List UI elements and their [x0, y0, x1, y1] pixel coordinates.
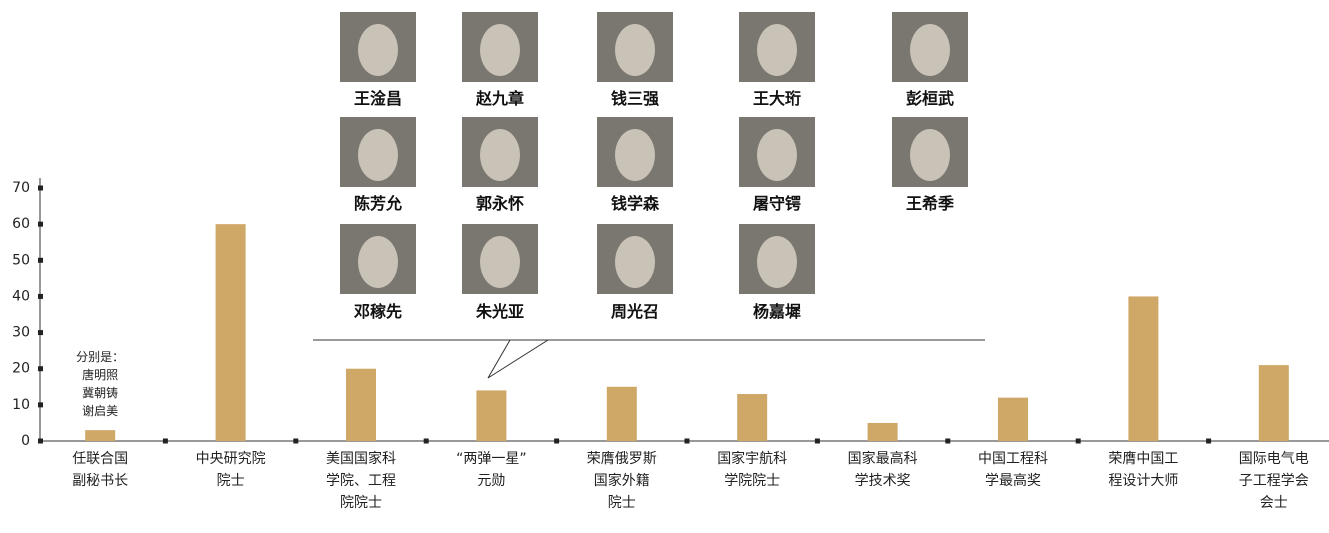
portrait-name: 陈芳允: [323, 190, 433, 214]
y-tick-label: 40: [12, 288, 30, 304]
portrait-face: [480, 24, 520, 76]
annotation: 分别是： 唐明照 冀朝铸 谢启美: [60, 348, 140, 420]
y-tick-label: 50: [12, 252, 30, 268]
bar: [216, 224, 246, 441]
y-tick-label: 0: [21, 433, 30, 449]
y-tick-mark: [38, 439, 43, 444]
x-tick-mark: [1076, 439, 1081, 444]
x-tick-label: 中国工程科 学最高奖: [953, 448, 1073, 492]
x-tick-label: “两弹一星” 元勋: [431, 448, 551, 492]
y-tick-mark: [38, 222, 43, 227]
bar: [346, 369, 376, 441]
y-tick-mark: [38, 366, 43, 371]
portrait-face: [757, 24, 797, 76]
portrait-face: [480, 129, 520, 181]
portrait-name: 郭永怀: [445, 190, 555, 214]
bar: [737, 394, 767, 441]
bar: [1259, 365, 1289, 441]
portrait-name: 王希季: [875, 190, 985, 214]
bar: [1128, 296, 1158, 441]
x-tick-mark: [945, 439, 950, 444]
bar: [85, 430, 115, 441]
y-tick-label: 20: [12, 361, 30, 377]
portrait-face: [757, 236, 797, 288]
x-tick-mark: [554, 439, 559, 444]
portrait-face: [757, 129, 797, 181]
y-tick-label: 10: [12, 397, 30, 413]
portrait-name: 王淦昌: [323, 85, 433, 109]
x-tick-label: 荣膺中国工 程设计大师: [1083, 448, 1203, 492]
portrait-face: [358, 24, 398, 76]
y-tick-label: 70: [12, 180, 30, 196]
portrait-name: 屠守锷: [722, 190, 832, 214]
x-tick-label: 国家宇航科 学院院士: [692, 448, 812, 492]
x-tick-label: 国家最高科 学技术奖: [823, 448, 943, 492]
portrait-face: [358, 236, 398, 288]
portrait-name: 赵九章: [445, 85, 555, 109]
portrait-face: [910, 24, 950, 76]
portrait-face: [358, 129, 398, 181]
bar: [476, 390, 506, 441]
callout-pointer: [313, 340, 985, 378]
x-tick-mark: [163, 439, 168, 444]
portrait-face: [910, 129, 950, 181]
portrait-face: [615, 236, 655, 288]
x-tick-label: 任联合国 副秘书长: [40, 448, 160, 492]
portrait-name: 彭桓武: [875, 85, 985, 109]
portrait-face: [480, 236, 520, 288]
portrait-name: 钱三强: [580, 85, 690, 109]
x-tick-label: 荣膺俄罗斯 国家外籍 院士: [562, 448, 682, 514]
y-tick-mark: [38, 402, 43, 407]
portrait-name: 杨嘉墀: [722, 298, 832, 322]
portrait-name: 周光召: [580, 298, 690, 322]
x-tick-mark: [1206, 439, 1211, 444]
portrait-name: 钱学森: [580, 190, 690, 214]
x-tick-mark: [293, 439, 298, 444]
portrait-name: 王大珩: [722, 85, 832, 109]
portrait-face: [615, 129, 655, 181]
chart: 0 10 20 30 40 50 60 70 任联合国 副秘书长中央研究院 院士美国国家科 学…: [0, 0, 1329, 533]
portrait-face: [615, 24, 655, 76]
y-tick-mark: [38, 258, 43, 263]
bar: [998, 398, 1028, 441]
x-tick-label: 美国国家科 学院、工程 院院士: [301, 448, 421, 514]
x-tick-mark: [424, 439, 429, 444]
y-tick-label: 60: [12, 216, 30, 232]
portrait-name: 朱光亚: [445, 298, 555, 322]
x-tick-mark: [815, 439, 820, 444]
y-tick-mark: [38, 186, 43, 191]
y-tick-mark: [38, 294, 43, 299]
x-tick-label: 国际电气电 子工程学会 会士: [1214, 448, 1329, 514]
y-tick-label: 30: [12, 325, 30, 341]
bar: [607, 387, 637, 441]
portrait-name: 邓稼先: [323, 298, 433, 322]
bar: [868, 423, 898, 441]
x-tick-mark: [685, 439, 690, 444]
y-tick-mark: [38, 330, 43, 335]
x-tick-label: 中央研究院 院士: [171, 448, 291, 492]
